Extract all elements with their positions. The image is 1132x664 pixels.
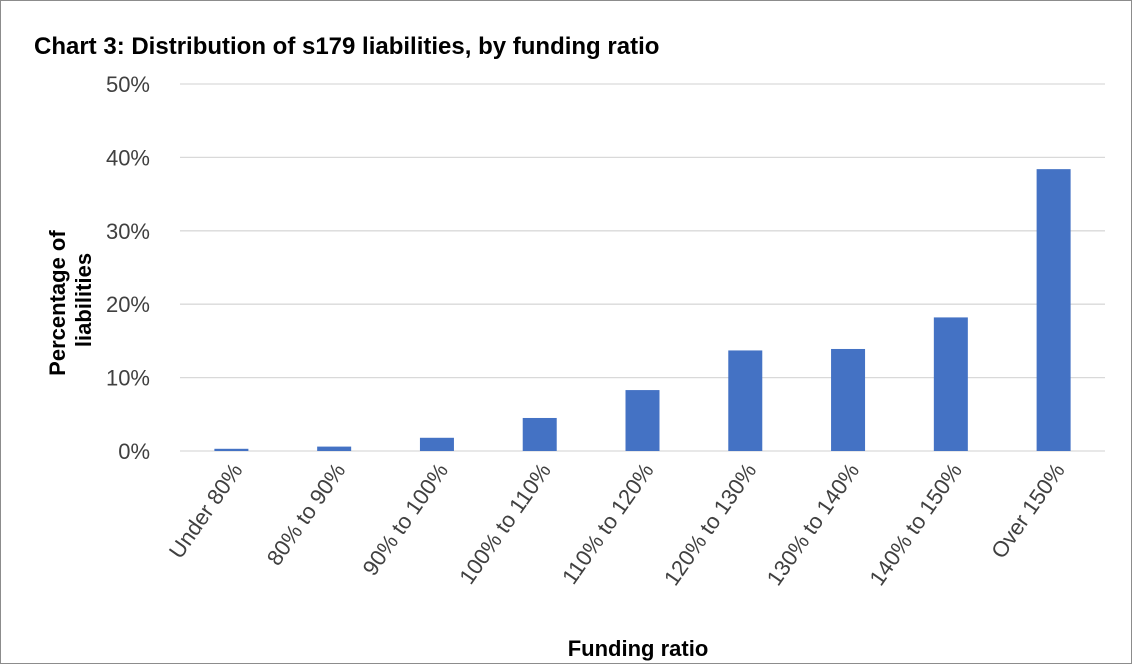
x-tick-label: 80% to 90%: [262, 459, 351, 571]
bar: [933, 317, 968, 451]
bar: [1036, 169, 1071, 452]
x-tick-label: 100% to 110%: [454, 459, 556, 589]
y-tick-label: 40%: [106, 145, 150, 170]
bars: [214, 169, 1071, 452]
y-tick-label: 30%: [106, 219, 150, 244]
y-axis-title-line-2: liabilities: [71, 253, 96, 347]
y-tick-labels: 0% 10% 20% 30% 40% 50%: [106, 72, 150, 464]
x-tick-label: 130% to 140%: [762, 459, 865, 591]
bar: [214, 448, 249, 451]
bar: [419, 437, 454, 451]
y-tick-label: 20%: [106, 292, 150, 317]
bar: [728, 350, 763, 451]
y-tick-label: 0%: [118, 439, 150, 464]
y-axis-title-line-1: Percentage of: [45, 230, 70, 376]
bar: [522, 417, 557, 451]
x-tick-label: 140% to 150%: [864, 459, 967, 591]
y-tick-label: 50%: [106, 72, 150, 97]
bar: [831, 348, 866, 451]
bar: [317, 446, 352, 451]
x-tick-labels: Under 80% 80% to 90% 90% to 100% 100% to 11…: [164, 459, 1070, 591]
x-tick-label: 120% to 130%: [659, 459, 762, 591]
y-tick-label: 10%: [106, 366, 150, 391]
x-axis-title: Funding ratio: [568, 636, 709, 661]
y-axis-title: Percentage of liabilities: [45, 224, 96, 376]
x-tick-label: 90% to 100%: [357, 459, 453, 581]
bar: [625, 390, 660, 451]
x-tick-label: Over 150%: [986, 459, 1070, 563]
chart-title: Chart 3: Distribution of s179 liabilitie…: [34, 33, 659, 60]
x-tick-label: Under 80%: [164, 459, 248, 564]
x-tick-label: 110% to 120%: [557, 459, 659, 589]
